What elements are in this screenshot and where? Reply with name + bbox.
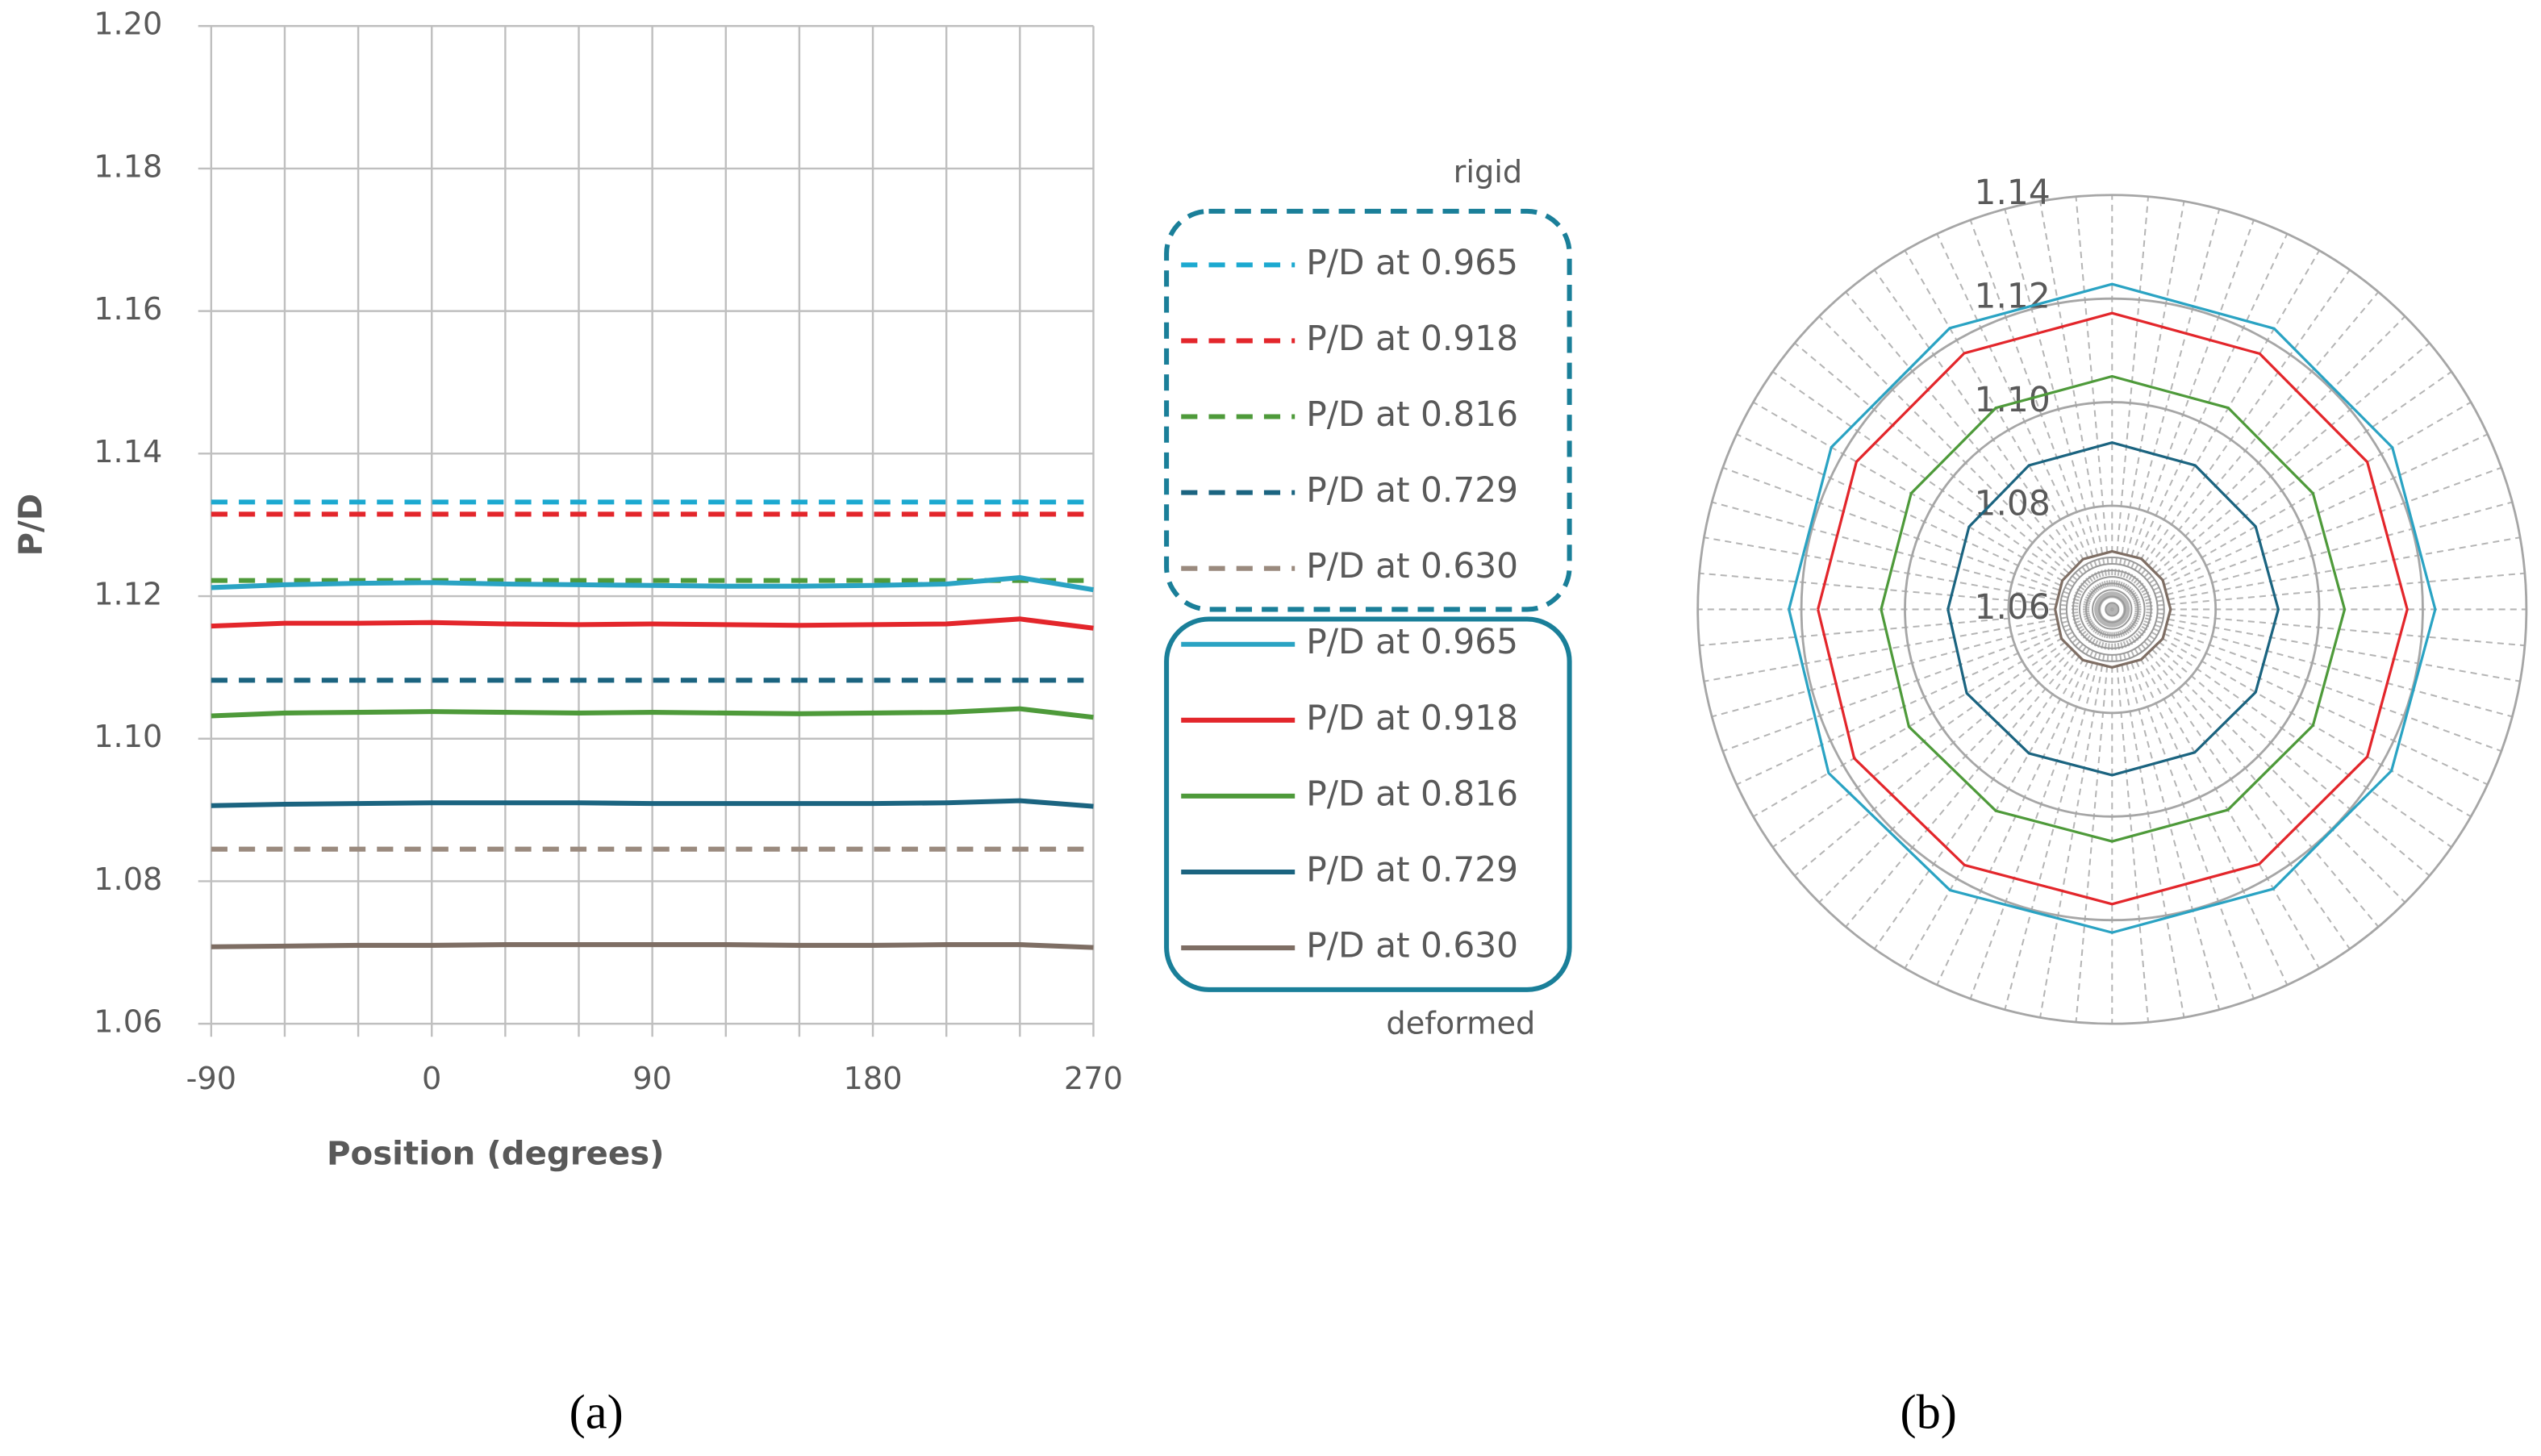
legend-label: P/D at 0.816 xyxy=(1306,774,1518,813)
center-ring xyxy=(2072,569,2152,649)
legend-label: P/D at 0.918 xyxy=(1306,698,1518,737)
series-line xyxy=(211,616,1094,631)
y-tick-label: 1.08 xyxy=(94,862,162,898)
center-ring xyxy=(2078,576,2146,643)
legend-title: rigid xyxy=(1454,154,1523,190)
series-line xyxy=(2054,549,2172,670)
radial-grid xyxy=(1904,401,2321,818)
r-tick-label: 1.10 xyxy=(1975,380,2051,419)
legend-box xyxy=(1164,616,1572,992)
center-ring xyxy=(2059,556,2165,662)
center-ring xyxy=(2098,595,2126,624)
legend-box xyxy=(1164,208,1572,612)
caption: (b) xyxy=(1900,1386,1956,1440)
center-ring xyxy=(2085,582,2139,636)
legend-title: deformed xyxy=(1386,1006,1535,1042)
radial-grid xyxy=(1800,297,2424,922)
legend-label: P/D at 0.729 xyxy=(1306,849,1518,889)
series-line xyxy=(211,575,1094,593)
radial-grid xyxy=(2109,607,2114,611)
r-tick-label: 1.12 xyxy=(1975,277,2051,316)
caption: (a) xyxy=(570,1386,624,1440)
radial-grid xyxy=(1696,194,2528,1025)
legend-label: P/D at 0.816 xyxy=(1306,394,1518,434)
y-tick-label: 1.14 xyxy=(94,434,162,470)
y-tick-label: 1.16 xyxy=(94,291,162,327)
y-tick-label: 1.06 xyxy=(94,1004,162,1041)
legend-label: P/D at 0.630 xyxy=(1306,926,1518,966)
radial-grid xyxy=(2007,504,2218,715)
series-line xyxy=(211,706,1094,720)
legend-label: P/D at 0.630 xyxy=(1306,546,1518,586)
y-tick-label: 1.20 xyxy=(94,6,162,43)
legend-label: P/D at 0.965 xyxy=(1306,243,1518,282)
x-axis-title: Position (degrees) xyxy=(327,1135,665,1172)
y-tick-label: 1.12 xyxy=(94,577,162,613)
x-tick-label: -90 xyxy=(186,1061,236,1097)
legend-label: P/D at 0.965 xyxy=(1306,622,1518,661)
x-tick-label: 0 xyxy=(422,1061,441,1097)
x-tick-label: 270 xyxy=(1064,1061,1123,1097)
series-line xyxy=(1788,282,2437,934)
x-tick-label: 180 xyxy=(844,1061,903,1097)
center-ring xyxy=(2092,589,2133,630)
center-ring xyxy=(2105,602,2120,617)
series-line xyxy=(1817,311,2409,906)
r-tick-label: 1.14 xyxy=(1975,173,2051,212)
series-line xyxy=(1880,374,2347,843)
center-ring xyxy=(2065,563,2159,656)
x-tick-label: 90 xyxy=(632,1061,672,1097)
series-line xyxy=(1946,441,2280,777)
series-line xyxy=(211,942,1094,950)
y-axis-title: P/D xyxy=(12,494,49,557)
series-line xyxy=(211,798,1094,809)
y-tick-label: 1.10 xyxy=(94,719,162,755)
r-tick-label: 1.06 xyxy=(1975,587,2051,627)
r-tick-label: 1.08 xyxy=(1975,484,2051,524)
legend-label: P/D at 0.918 xyxy=(1306,319,1518,358)
y-tick-label: 1.18 xyxy=(94,148,162,185)
legend-label: P/D at 0.729 xyxy=(1306,470,1518,510)
